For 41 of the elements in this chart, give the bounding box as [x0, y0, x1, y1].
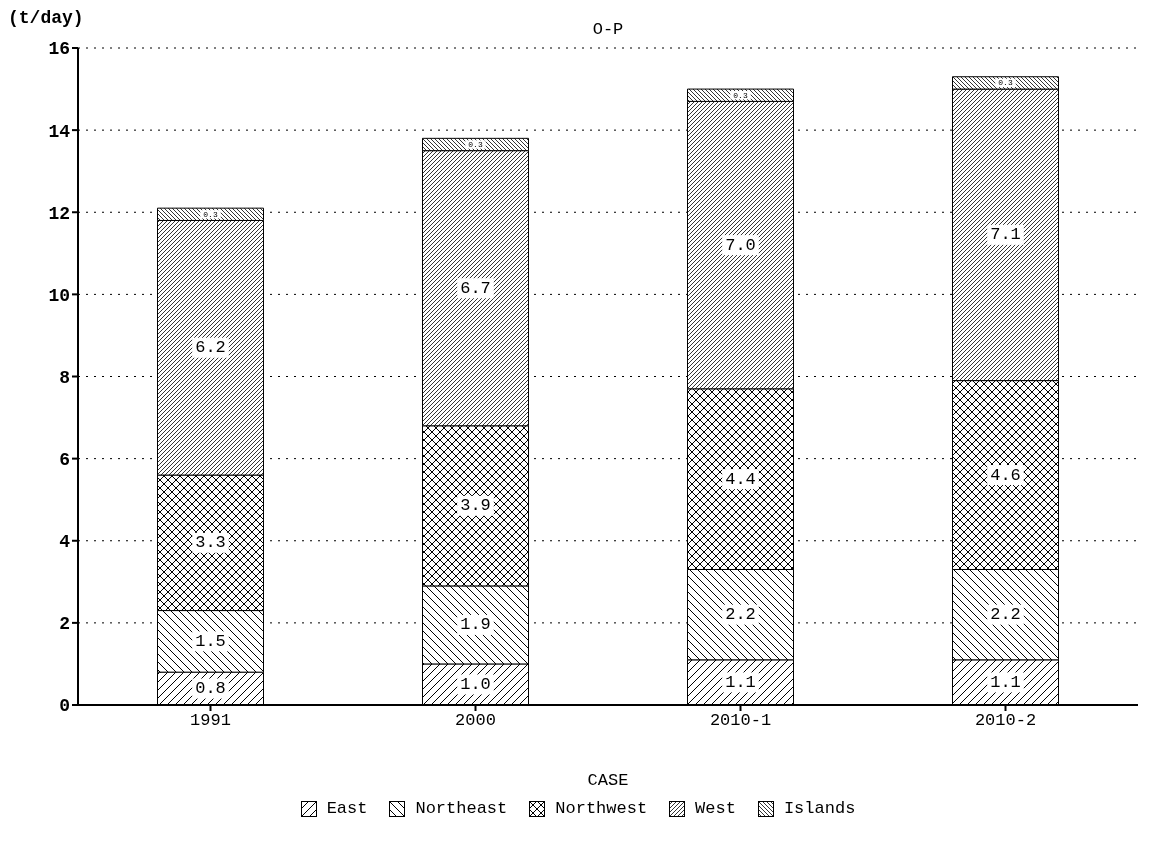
data-label: 2.2 — [990, 605, 1021, 625]
data-label: 0.3 — [203, 209, 218, 219]
data-label: 1.0 — [460, 674, 491, 694]
data-label: 1.1 — [725, 672, 756, 692]
data-label: 3.9 — [460, 496, 491, 516]
y-tick-label: 12 — [48, 203, 70, 224]
legend-label: East — [326, 799, 368, 818]
y-tick-label: 6 — [59, 450, 70, 471]
data-label: 0.3 — [733, 90, 748, 100]
y-tick-label: 0 — [59, 696, 70, 717]
x-tick-label: 1991 — [190, 711, 231, 731]
y-tick-label: 10 — [48, 285, 70, 306]
data-label: 4.6 — [990, 465, 1021, 485]
legend-label: Northwest — [555, 799, 648, 818]
data-label: 2.2 — [725, 605, 756, 625]
y-tick-label: 16 — [48, 39, 70, 60]
x-tick-label: 2010-1 — [709, 711, 772, 731]
y-tick-label: 8 — [59, 367, 70, 388]
x-axis-title: CASE — [587, 771, 629, 790]
x-tick-label: 2010-2 — [974, 711, 1037, 731]
y-axis-title: (t/day) — [8, 8, 84, 28]
y-tick-label: 4 — [59, 532, 71, 553]
y-tick-label: 2 — [59, 614, 70, 635]
data-label: 0.3 — [998, 78, 1013, 88]
legend-label: Islands — [783, 799, 856, 818]
data-label: 6.7 — [460, 278, 491, 298]
data-label: 0.8 — [195, 679, 226, 699]
data-label: 3.3 — [195, 533, 226, 553]
legend-label: West — [695, 799, 736, 818]
y-tick-label: 14 — [48, 121, 71, 142]
data-label: 1.9 — [460, 615, 491, 635]
data-label: 0.3 — [468, 140, 483, 149]
data-label: 7.0 — [725, 235, 756, 255]
legend-label: Northeast — [415, 799, 508, 818]
data-label: 4.4 — [725, 469, 756, 489]
data-label: 1.5 — [195, 631, 226, 651]
data-label: 1.1 — [990, 672, 1021, 692]
chart-title: O-P — [592, 20, 624, 39]
data-label: 6.2 — [195, 338, 226, 358]
x-tick-label: 2000 — [455, 711, 496, 731]
data-label: 7.1 — [990, 225, 1021, 245]
